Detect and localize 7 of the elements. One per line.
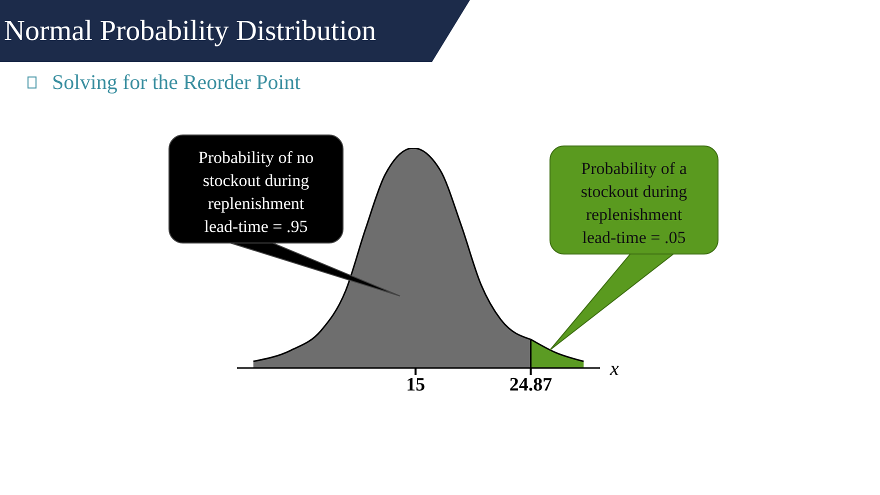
x-tick-label: 15 — [406, 374, 426, 396]
chart-title: Normal Probability Distribution — [4, 15, 377, 47]
x-axis-title: x — [609, 358, 619, 380]
annotation: Probability of no stockout during replenishment lead-time = .95 — [198, 148, 314, 236]
chart-subtitle: Solving for the Reorder Point — [52, 70, 301, 94]
x-tick-label: 24.87 — [509, 374, 553, 396]
annotation: Probability of a stockout during replenishment lead-time = .05 — [580, 159, 688, 247]
